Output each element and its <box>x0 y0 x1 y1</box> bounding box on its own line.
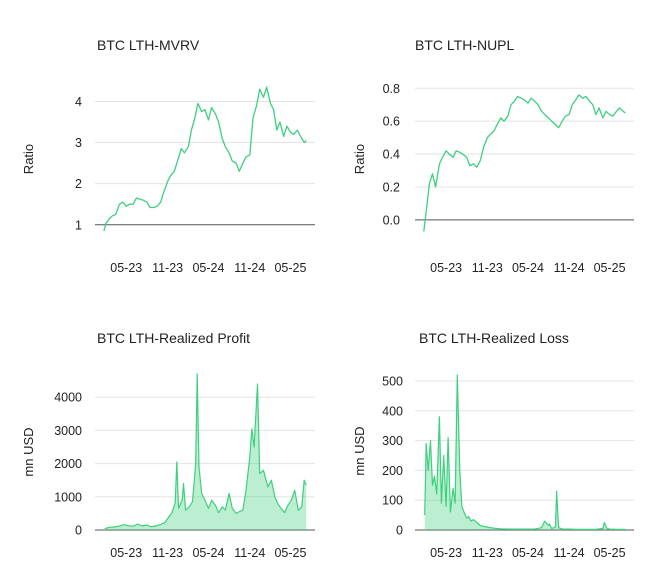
x-tick-label: 11-23 <box>472 546 503 560</box>
y-tick-label: 4 <box>75 95 82 109</box>
y-tick-label: 400 <box>382 404 403 418</box>
series-line <box>104 373 307 530</box>
y-tick-label: 0.0 <box>383 213 400 227</box>
x-tick-label: 05-24 <box>512 261 544 275</box>
x-tick-label: 11-24 <box>234 546 265 560</box>
x-tick-label: 05-25 <box>594 546 626 560</box>
y-tick-label: 0 <box>396 524 403 538</box>
y-axis-label: mn USD <box>21 427 36 476</box>
y-tick-label: 100 <box>382 494 403 508</box>
y-axis-label: Ratio <box>21 144 36 174</box>
x-tick-label: 05-25 <box>594 261 626 275</box>
chart-panel-3: BTC LTH-Realized Profit 0 1000 2000 3000 4000… <box>21 330 315 560</box>
chart-panel-4: BTC LTH-Realized Loss 0 100 200 300 400 500 mn … <box>352 330 634 560</box>
series-area <box>424 375 626 530</box>
y-tick-label: 200 <box>382 464 403 478</box>
x-tick-label: 05-23 <box>430 261 462 275</box>
y-tick-label: 2000 <box>54 457 82 471</box>
chart-title: BTC LTH-Realized Loss <box>419 330 569 346</box>
x-tick-label: 05-24 <box>192 261 224 275</box>
y-tick-label: 3000 <box>54 424 82 438</box>
x-tick-label: 05-24 <box>512 546 544 560</box>
y-tick-label: 0.4 <box>383 148 400 162</box>
y-tick-label: 4000 <box>54 391 82 405</box>
y-tick-label: 0 <box>75 524 82 538</box>
x-tick-label: 05-24 <box>192 546 224 560</box>
x-tick-label: 11-23 <box>152 261 183 275</box>
series-area <box>104 374 307 530</box>
y-tick-label: 1000 <box>54 490 82 504</box>
x-tick-label: 11-24 <box>234 261 265 275</box>
series-line <box>423 94 626 232</box>
chart-title: BTC LTH-Realized Profit <box>97 330 250 346</box>
x-tick-label: 05-25 <box>274 546 306 560</box>
y-tick-label: 0.2 <box>383 180 400 194</box>
y-axis-label: mn USD <box>352 426 367 475</box>
y-tick-label: 0.8 <box>383 82 400 96</box>
series-line <box>424 374 626 531</box>
chart-panel-1: BTC LTH-MVRV 1 2 3 4 Ratio 05-23 11-23 05-24 11-2… <box>21 37 315 275</box>
y-tick-label: 300 <box>382 434 403 448</box>
x-tick-label: 11-23 <box>152 546 183 560</box>
x-tick-label: 05-23 <box>110 261 142 275</box>
y-tick-label: 3 <box>75 136 82 150</box>
x-tick-label: 11-23 <box>472 261 503 275</box>
x-tick-label: 05-25 <box>274 261 306 275</box>
y-tick-label: 2 <box>75 177 82 191</box>
chart-title: BTC LTH-MVRV <box>97 37 200 53</box>
x-tick-label: 11-24 <box>554 546 585 560</box>
x-tick-label: 11-24 <box>554 261 585 275</box>
chart-panel-2: BTC LTH-NUPL 0.0 0.2 0.4 0.6 0.8 Ratio 05-23 11-… <box>352 37 634 275</box>
x-tick-label: 05-23 <box>430 546 462 560</box>
series-line <box>103 86 307 232</box>
y-axis-label: Ratio <box>352 144 367 174</box>
y-tick-label: 1 <box>75 218 82 232</box>
chart-title: BTC LTH-NUPL <box>415 37 515 53</box>
y-tick-label: 500 <box>382 374 403 388</box>
y-tick-label: 0.6 <box>383 115 400 129</box>
x-tick-label: 05-23 <box>110 546 142 560</box>
